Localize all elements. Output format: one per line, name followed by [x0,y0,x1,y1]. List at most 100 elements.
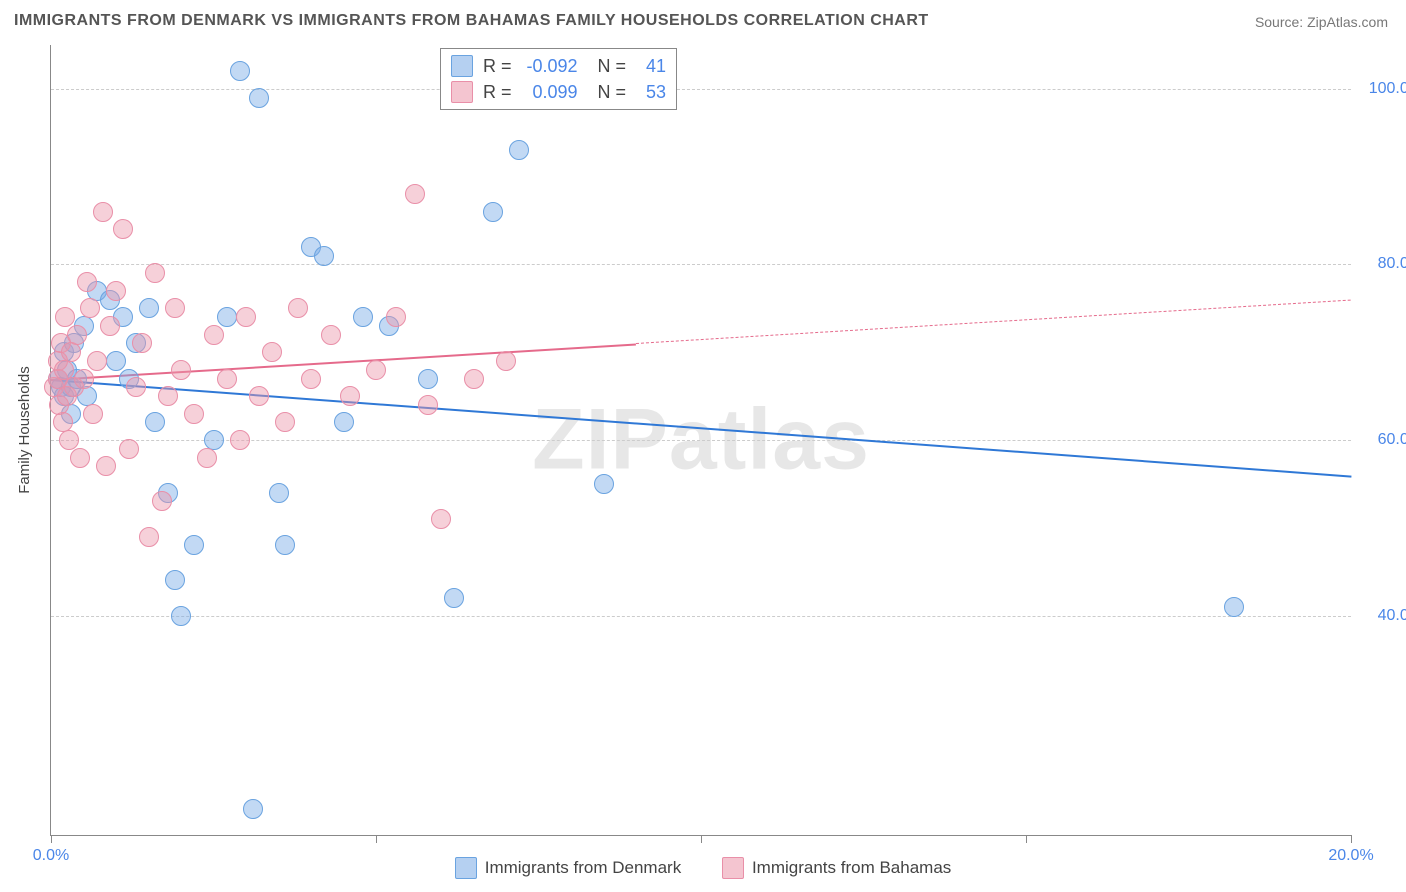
legend-item-denmark: Immigrants from Denmark [455,857,681,879]
swatch-denmark-icon [451,55,473,77]
data-point [444,588,464,608]
trendline [636,300,1351,344]
data-point [59,430,79,450]
data-point [96,456,116,476]
n-label: N = [598,56,627,77]
data-point [217,307,237,327]
data-point [418,369,438,389]
data-point [288,298,308,318]
n-value-bahamas: 53 [632,82,666,103]
y-tick-label: 100.0% [1363,80,1406,98]
swatch-bahamas-icon [451,81,473,103]
data-point [275,412,295,432]
data-point [509,140,529,160]
y-tick-label: 80.0% [1363,255,1406,273]
data-point [132,333,152,353]
gridline [51,264,1351,265]
data-point [334,412,354,432]
data-point [126,377,146,397]
data-point [386,307,406,327]
legend-label-bahamas: Immigrants from Bahamas [752,858,951,878]
data-point [204,325,224,345]
data-point [262,342,282,362]
data-point [158,386,178,406]
data-point [249,386,269,406]
data-point [321,325,341,345]
y-tick-label: 40.0% [1363,607,1406,625]
data-point [165,570,185,590]
legend-row-denmark: R = -0.092 N = 41 [451,53,666,79]
legend-label-denmark: Immigrants from Denmark [485,858,681,878]
data-point [197,448,217,468]
data-point [61,342,81,362]
swatch-denmark-icon [455,857,477,879]
data-point [405,184,425,204]
r-value-denmark: -0.092 [518,56,578,77]
data-point [230,430,250,450]
r-label: R = [483,56,512,77]
data-point [366,360,386,380]
data-point [249,88,269,108]
y-tick-label: 60.0% [1363,431,1406,449]
scatter-plot: ZIPatlas 40.0%60.0%80.0%100.0%0.0%20.0% [50,45,1351,836]
data-point [93,202,113,222]
data-point [1224,597,1244,617]
data-point [353,307,373,327]
data-point [77,272,97,292]
data-point [269,483,289,503]
data-point [184,404,204,424]
data-point [145,263,165,283]
r-label: R = [483,82,512,103]
data-point [340,386,360,406]
data-point [100,316,120,336]
data-point [275,535,295,555]
data-point [67,325,87,345]
data-point [418,395,438,415]
data-point [496,351,516,371]
data-point [145,412,165,432]
data-point [106,281,126,301]
data-point [87,351,107,371]
data-point [74,369,94,389]
data-point [184,535,204,555]
data-point [70,448,90,468]
swatch-bahamas-icon [722,857,744,879]
series-legend: Immigrants from Denmark Immigrants from … [0,857,1406,884]
x-tick [1351,835,1352,843]
data-point [301,369,321,389]
data-point [113,219,133,239]
data-point [594,474,614,494]
data-point [217,369,237,389]
n-value-denmark: 41 [632,56,666,77]
gridline [51,616,1351,617]
gridline [51,89,1351,90]
legend-row-bahamas: R = 0.099 N = 53 [451,79,666,105]
x-tick [51,835,52,843]
source-label: Source: ZipAtlas.com [1255,14,1388,30]
page-title: IMMIGRANTS FROM DENMARK VS IMMIGRANTS FR… [14,12,929,30]
data-point [119,439,139,459]
data-point [314,246,334,266]
data-point [236,307,256,327]
data-point [230,61,250,81]
x-tick [1026,835,1027,843]
legend-item-bahamas: Immigrants from Bahamas [722,857,951,879]
data-point [106,351,126,371]
data-point [243,799,263,819]
y-axis-label: Family Households [16,366,33,494]
correlation-legend: R = -0.092 N = 41 R = 0.099 N = 53 [440,48,677,110]
data-point [83,404,103,424]
data-point [152,491,172,511]
x-tick [376,835,377,843]
data-point [171,606,191,626]
data-point [431,509,451,529]
trendline [51,379,1351,478]
r-value-bahamas: 0.099 [518,82,578,103]
data-point [80,298,100,318]
data-point [165,298,185,318]
data-point [171,360,191,380]
chart-container: IMMIGRANTS FROM DENMARK VS IMMIGRANTS FR… [0,0,1406,892]
data-point [139,298,159,318]
data-point [483,202,503,222]
n-label: N = [598,82,627,103]
